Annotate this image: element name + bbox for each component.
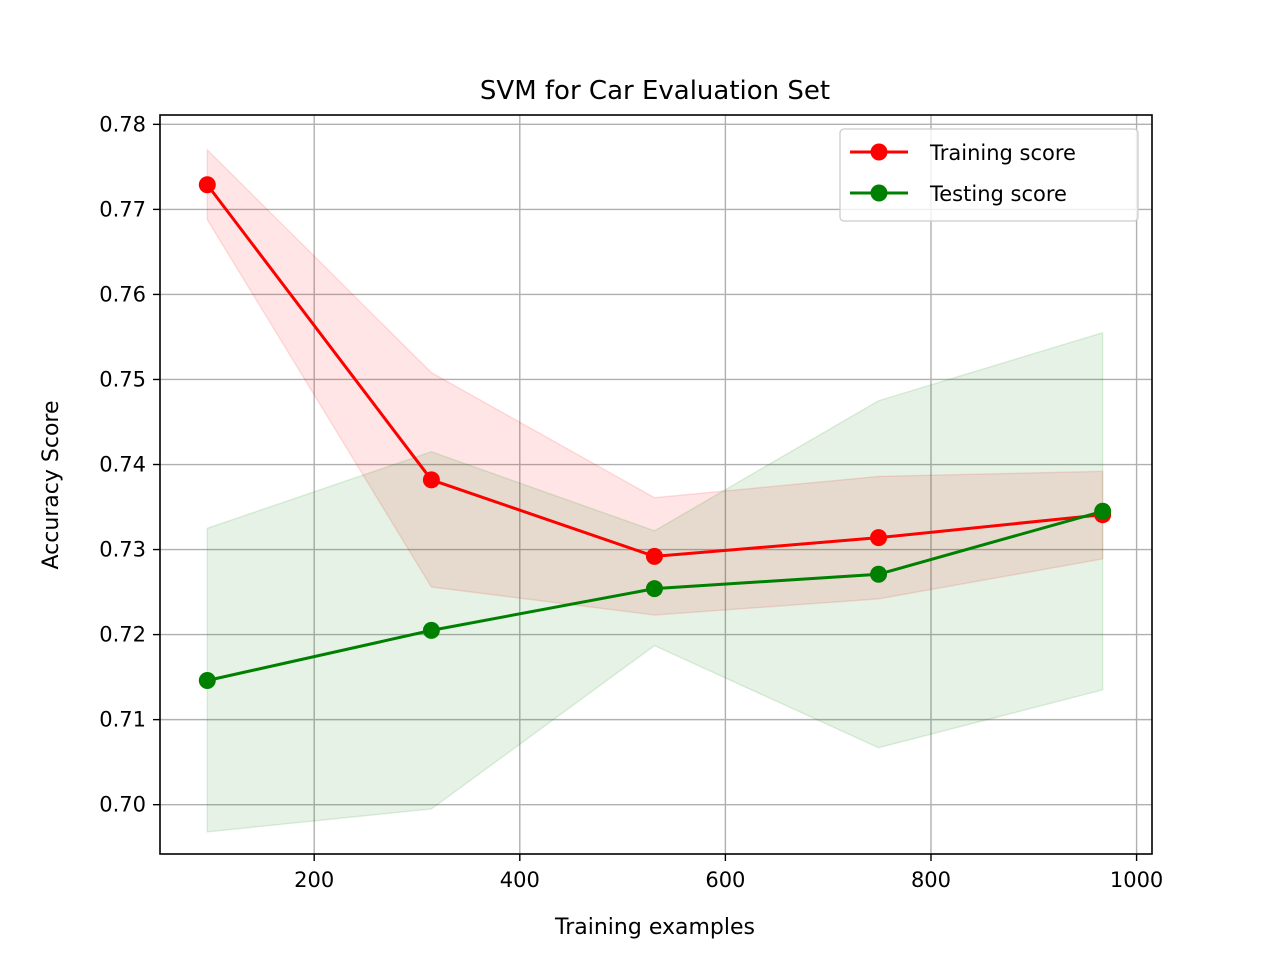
series-points — [198, 176, 1112, 690]
legend-marker-training — [870, 143, 888, 161]
data-point-training — [870, 529, 888, 547]
y-axis-label: Accuracy Score — [39, 400, 64, 569]
data-point-testing — [422, 621, 440, 639]
legend: Training score Testing score — [839, 128, 1139, 222]
grid — [160, 115, 1152, 854]
data-point-testing — [198, 672, 216, 690]
chart-title: SVM for Car Evaluation Set — [480, 76, 830, 106]
data-point-training — [645, 547, 663, 565]
plot-frame — [159, 114, 1153, 855]
x-axis-label: Training examples — [554, 915, 755, 940]
confidence-band-training — [206, 148, 1104, 616]
y-tick-label: 0.74 — [99, 453, 146, 477]
x-tick-label: 200 — [294, 868, 334, 892]
x-tick-label: 1000 — [1110, 868, 1163, 892]
data-point-testing — [870, 565, 888, 583]
y-tick-label: 0.70 — [99, 793, 146, 817]
x-axis-ticks: 200 400 600 800 1000 — [294, 854, 1163, 892]
plot-area — [160, 115, 1152, 854]
y-tick-label: 0.76 — [99, 282, 146, 306]
y-axis-ticks: 0.70 0.71 0.72 0.73 0.74 0.75 0.76 0.77 0.78 — [99, 112, 160, 817]
y-tick-label: 0.73 — [99, 538, 146, 562]
legend-label-testing: Testing score — [929, 182, 1067, 206]
y-tick-label: 0.77 — [99, 197, 146, 221]
x-tick-label: 600 — [705, 868, 745, 892]
legend-marker-testing — [870, 184, 888, 202]
x-tick-label: 400 — [500, 868, 540, 892]
data-point-testing — [645, 580, 663, 598]
legend-box — [839, 128, 1139, 222]
y-tick-label: 0.78 — [99, 112, 146, 136]
y-tick-label: 0.72 — [99, 623, 146, 647]
y-tick-label: 0.71 — [99, 708, 146, 732]
data-point-training — [422, 471, 440, 489]
legend-label-training: Training score — [929, 141, 1076, 165]
data-point-testing — [1094, 502, 1112, 520]
data-point-training — [198, 176, 216, 194]
y-tick-label: 0.75 — [99, 367, 146, 391]
x-tick-label: 800 — [911, 868, 951, 892]
